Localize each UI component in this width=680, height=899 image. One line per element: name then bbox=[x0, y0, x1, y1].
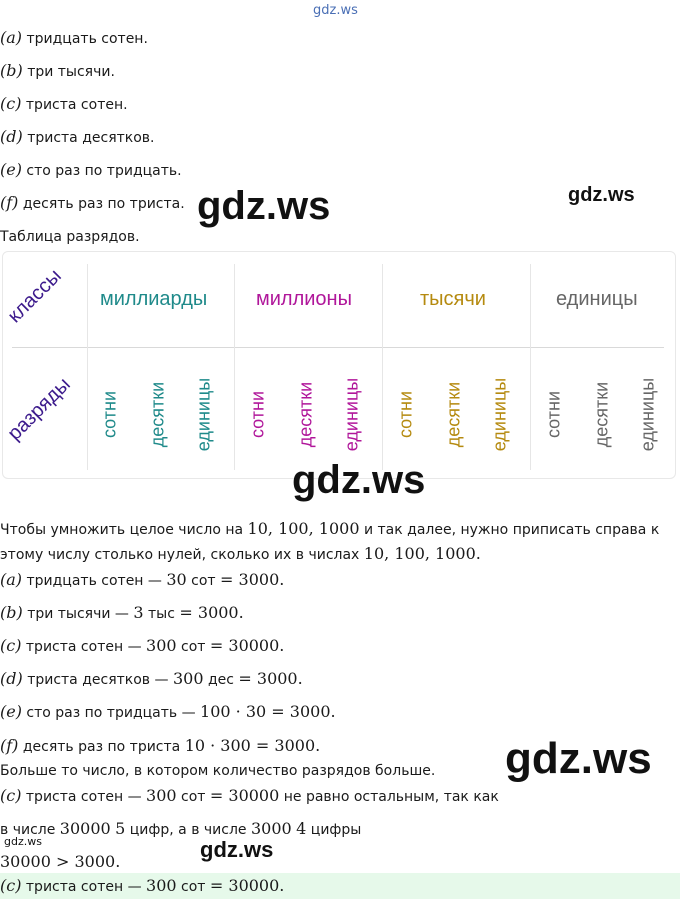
rank-label: единицы bbox=[637, 377, 658, 452]
conclusion-line: (c) триста сотен — 300 сот = 30000 не ра… bbox=[0, 786, 499, 805]
rank-label: сотни bbox=[543, 390, 564, 439]
watermark-large: gdz.ws bbox=[292, 458, 426, 502]
rank-label: единицы bbox=[193, 377, 214, 452]
table-divider bbox=[234, 264, 235, 470]
answer-item: (b) три тысячи — 3 тыс = 3000. bbox=[0, 603, 244, 622]
table-divider bbox=[530, 264, 531, 470]
rank-label: сотни bbox=[99, 390, 120, 439]
conclusion-line: 30000 > 3000. bbox=[0, 852, 121, 871]
rank-table bbox=[2, 251, 676, 479]
intro-item: (b) три тысячи. bbox=[0, 61, 115, 80]
rank-label: сотни bbox=[247, 390, 268, 439]
intro-item: (d) триста десятков. bbox=[0, 127, 155, 146]
intro-item: (c) триста сотен. bbox=[0, 94, 128, 113]
answer-item: (a) тридцать сотен — 30 сот = 3000. bbox=[0, 570, 285, 589]
rank-label: сотни bbox=[395, 390, 416, 439]
rank-label: единицы bbox=[489, 377, 510, 452]
rank-label: десятки bbox=[591, 381, 612, 448]
watermark-large: gdz.ws bbox=[197, 184, 331, 228]
intro-item: (a) тридцать сотен. bbox=[0, 28, 148, 47]
intro-item: (e) сто раз по тридцать. bbox=[0, 160, 182, 179]
answer-item: (d) триста десятков — 300 дес = 3000. bbox=[0, 669, 303, 688]
class-billions: миллиарды bbox=[100, 288, 208, 310]
final-answer: (c) триста сотен — 300 сот = 30000. bbox=[0, 876, 285, 895]
answer-item: (c) триста сотен — 300 сот = 30000. bbox=[0, 636, 285, 655]
class-millions: миллионы bbox=[256, 288, 352, 310]
intro-item: (f) десять раз по триста. bbox=[0, 193, 185, 212]
table-divider bbox=[12, 347, 664, 348]
class-thousands: тысячи bbox=[420, 288, 486, 310]
rule-line: Чтобы умножить целое число на 10, 100, 1… bbox=[0, 519, 660, 538]
watermark-small: gdz.ws bbox=[200, 837, 274, 862]
rank-label: десятки bbox=[443, 381, 464, 448]
rank-label: десятки bbox=[147, 381, 168, 448]
watermark-large: gdz.ws bbox=[505, 734, 652, 783]
rank-label: десятки bbox=[295, 381, 316, 448]
conclusion-line: в числе 30000 5 цифр, а в числе 3000 4 ц… bbox=[0, 819, 362, 838]
rule-line: этому числу столько нулей, сколько их в … bbox=[0, 544, 481, 563]
table-divider bbox=[382, 264, 383, 470]
watermark-small: gdz.ws bbox=[568, 184, 635, 206]
class-units: единицы bbox=[556, 288, 638, 310]
final-answer-highlight bbox=[0, 873, 680, 899]
answer-item: (f) десять раз по триста 10 · 300 = 3000… bbox=[0, 736, 321, 755]
answer-item: (e) сто раз по тридцать — 100 · 30 = 300… bbox=[0, 702, 336, 721]
rank-label: единицы bbox=[341, 377, 362, 452]
table-divider bbox=[87, 264, 88, 470]
watermark-top: gdz.ws bbox=[313, 3, 358, 18]
table-caption: Таблица разрядов. bbox=[0, 229, 140, 245]
conclusion-line: Больше то число, в котором количество ра… bbox=[0, 763, 436, 779]
watermark-small: gdz.ws bbox=[4, 835, 42, 848]
